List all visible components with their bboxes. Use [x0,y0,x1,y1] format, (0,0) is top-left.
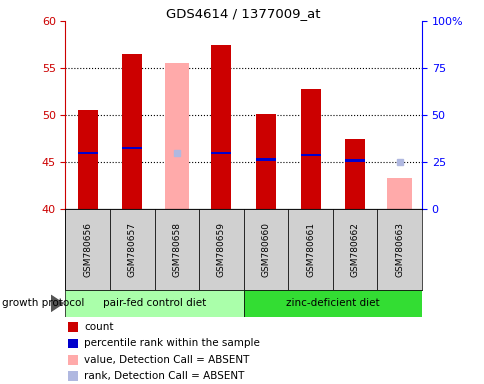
Bar [243,209,287,290]
Bar [154,209,199,290]
Text: GSM780657: GSM780657 [128,222,136,277]
Text: GSM780661: GSM780661 [305,222,315,277]
Bar [300,89,320,209]
Bar [65,209,110,290]
Bar [77,111,98,209]
Text: GSM780656: GSM780656 [83,222,92,277]
Bar [387,178,411,209]
Bar [67,322,77,332]
Bar [345,139,364,209]
Bar [164,63,189,209]
Bar [122,147,142,149]
Bar [67,371,77,381]
Bar [243,290,421,317]
Text: GSM780659: GSM780659 [216,222,226,277]
Text: percentile rank within the sample: percentile rank within the sample [84,338,259,348]
Text: count: count [84,322,113,332]
Bar [67,355,77,365]
Text: GSM780660: GSM780660 [261,222,270,277]
Text: rank, Detection Call = ABSENT: rank, Detection Call = ABSENT [84,371,244,381]
Bar [300,154,320,156]
Bar [256,158,275,161]
Text: growth protocol: growth protocol [2,298,85,308]
Bar [65,290,243,317]
Text: pair-fed control diet: pair-fed control diet [103,298,206,308]
Bar [332,209,377,290]
Bar [211,152,231,154]
Bar [77,152,98,154]
Bar [110,209,154,290]
Bar [345,159,364,162]
Polygon shape [51,295,63,311]
Text: GSM780663: GSM780663 [394,222,403,277]
Text: value, Detection Call = ABSENT: value, Detection Call = ABSENT [84,354,249,364]
Bar [122,54,142,209]
Bar [287,209,332,290]
Title: GDS4614 / 1377009_at: GDS4614 / 1377009_at [166,7,320,20]
Bar [211,45,231,209]
Bar [256,114,275,209]
Text: GSM780658: GSM780658 [172,222,181,277]
Bar [377,209,421,290]
Bar [67,339,77,348]
Text: zinc-deficient diet: zinc-deficient diet [286,298,379,308]
Bar [199,209,243,290]
Text: GSM780662: GSM780662 [350,222,359,277]
